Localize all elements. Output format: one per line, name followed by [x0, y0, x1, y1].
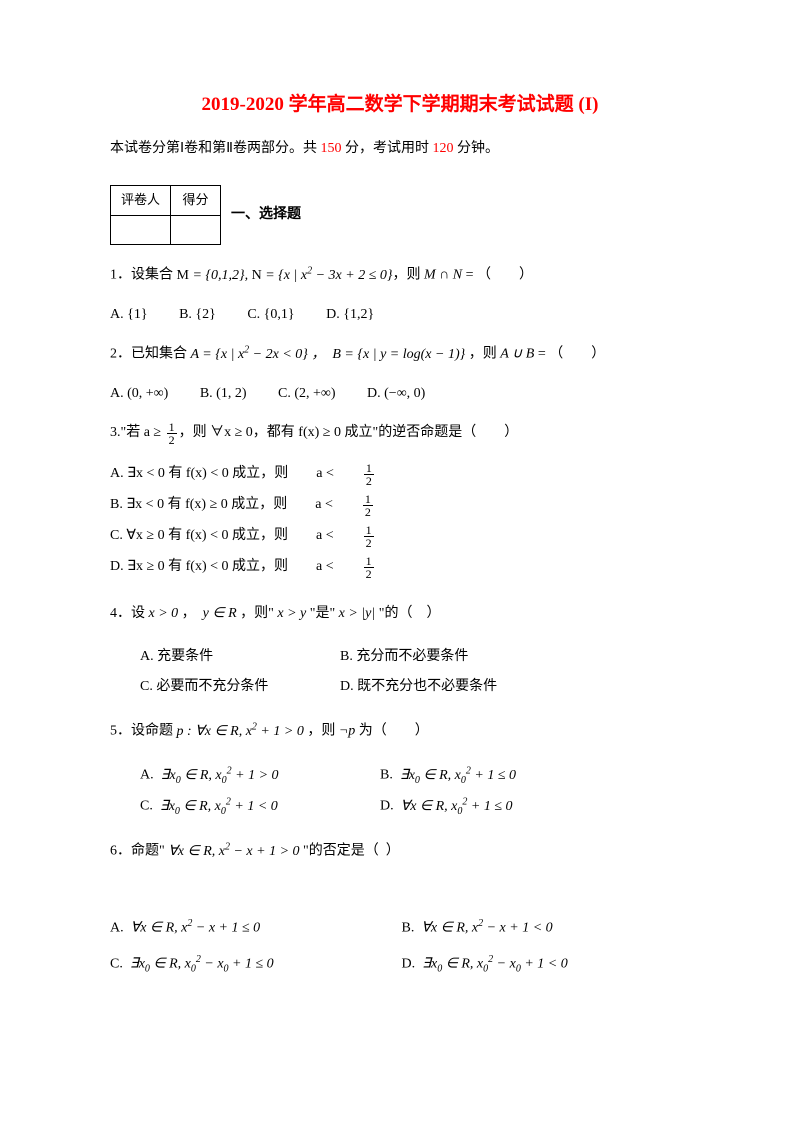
q3-d: D. ∃x ≥ 0 有 f(x) < 0 成立，则 a < 12 — [110, 555, 458, 580]
q3-a: A. ∃x < 0 有 f(x) < 0 成立，则 a < 12 — [110, 462, 458, 487]
q6-options: A. ∀x ∈ R, x2 − x + 1 ≤ 0 B. ∀x ∈ R, x2 … — [110, 916, 690, 978]
q3-p1: 3."若 — [110, 426, 144, 441]
q3-b: B. ∃x < 0 有 f(x) ≥ 0 成立，则 a < 12 — [110, 493, 457, 518]
q2-stem-suffix: ，则 A ∪ B = （ ） — [465, 347, 605, 362]
q6-b: B. ∀x ∈ R, x2 − x + 1 < 0 — [402, 916, 581, 940]
q3-c: C. ∀x ≥ 0 有 f(x) < 0 成立，则 a < 12 — [110, 524, 458, 549]
q1-stem-prefix: 1．设集合 — [110, 268, 177, 283]
q5-options: A. ∃x0 ∈ R, x02 + 1 > 0 B. ∃x0 ∈ R, x02 … — [140, 760, 690, 823]
q5-a: A. ∃x0 ∈ R, x02 + 1 > 0 — [140, 760, 380, 791]
score-table: 评卷人 得分 — [110, 185, 221, 246]
question-5: 5．设命题 p : ∀x ∈ R, x2 + 1 > 0 ，则 ¬p 为（ ） — [110, 717, 690, 746]
q4-b: B. 充分而不必要条件 — [340, 642, 540, 673]
q1-c: C. {0,1} — [247, 304, 294, 326]
q2-d: D. (−∞, 0) — [367, 383, 425, 405]
section-1-title: 一、选择题 — [231, 204, 301, 226]
intro-mid: 分，考试用时 — [342, 141, 433, 156]
q2-stem-math: A = {x | x2 − 2x < 0} ， B = {x | y = log… — [191, 347, 466, 362]
intro-text: 本试卷分第Ⅰ卷和第Ⅱ卷两部分。共 150 分，考试用时 120 分钟。 — [110, 138, 690, 160]
question-1: 1．设集合 M = {0,1,2}, N = {x | x2 − 3x + 2 … — [110, 261, 690, 290]
q2-b: B. (1, 2) — [200, 383, 247, 405]
score-cell — [111, 215, 171, 245]
q3-cond: a ≥ 12 — [144, 419, 179, 447]
q3-options: A. ∃x < 0 有 f(x) < 0 成立，则 a < 12 B. ∃x <… — [110, 462, 690, 586]
q2-options: A. (0, +∞) B. (1, 2) C. (2, +∞) D. (−∞, … — [110, 383, 690, 405]
q1-stem-suffix: ，则 M ∩ N = （ ） — [392, 268, 533, 283]
q2-a: A. (0, +∞) — [110, 383, 168, 405]
q1-a: A. {1} — [110, 304, 148, 326]
q4-options: A. 充要条件 B. 充分而不必要条件 C. 必要而不充分条件 D. 既不充分也… — [140, 642, 690, 704]
q6-stem: 6．命题" ∀x ∈ R, x2 − x + 1 > 0 "的否定是（ ） — [110, 844, 400, 859]
score-h2: 得分 — [171, 185, 221, 215]
section-row: 评卷人 得分 一、选择题 — [110, 185, 690, 246]
q6-c: C. ∃x0 ∈ R, x02 − x0 + 1 ≤ 0 — [110, 952, 370, 977]
q1-stem-math: M = {0,1,2}, N = {x | x2 − 3x + 2 ≤ 0} — [177, 268, 393, 283]
q4-stem: 4．设 x > 0 ， y ∈ R ，则" x > y "是" x > |y| … — [110, 606, 440, 621]
q1-d: D. {1,2} — [326, 304, 374, 326]
page-title: 2019-2020 学年高二数学下学期期末考试试题 (I) — [110, 90, 690, 120]
intro-score: 150 — [321, 141, 342, 156]
intro-suffix: 分钟。 — [454, 141, 500, 156]
q5-c: C. ∃x0 ∈ R, x02 + 1 < 0 — [140, 791, 380, 822]
q3-p2: ，则 ∀x ≥ 0，都有 f(x) ≥ 0 成立"的逆否命题是（ ） — [179, 426, 519, 441]
q2-stem-prefix: 2．已知集合 — [110, 347, 191, 362]
q1-options: A. {1} B. {2} C. {0,1} D. {1,2} — [110, 304, 690, 326]
intro-prefix: 本试卷分第Ⅰ卷和第Ⅱ卷两部分。共 — [110, 141, 321, 156]
question-4: 4．设 x > 0 ， y ∈ R ，则" x > y "是" x > |y| … — [110, 600, 690, 628]
q5-stem: 5．设命题 p : ∀x ∈ R, x2 + 1 > 0 ，则 ¬p 为（ ） — [110, 724, 429, 739]
q5-d: D. ∀x ∈ R, x02 + 1 ≤ 0 — [380, 791, 620, 822]
q4-d: D. 既不充分也不必要条件 — [340, 672, 540, 703]
score-h1: 评卷人 — [111, 185, 171, 215]
score-cell — [171, 215, 221, 245]
q1-b: B. {2} — [179, 304, 216, 326]
question-2: 2．已知集合 A = {x | x2 − 2x < 0} ， B = {x | … — [110, 340, 690, 369]
intro-time: 120 — [433, 141, 454, 156]
q2-c: C. (2, +∞) — [278, 383, 336, 405]
q4-c: C. 必要而不充分条件 — [140, 672, 340, 703]
q5-b: B. ∃x0 ∈ R, x02 + 1 ≤ 0 — [380, 760, 620, 791]
question-6: 6．命题" ∀x ∈ R, x2 − x + 1 > 0 "的否定是（ ） — [110, 837, 690, 866]
question-3: 3."若 a ≥ 12，则 ∀x ≥ 0，都有 f(x) ≥ 0 成立"的逆否命… — [110, 419, 690, 447]
q6-d: D. ∃x0 ∈ R, x02 − x0 + 1 < 0 — [402, 952, 596, 977]
q6-a: A. ∀x ∈ R, x2 − x + 1 ≤ 0 — [110, 916, 370, 940]
q4-a: A. 充要条件 — [140, 642, 340, 673]
